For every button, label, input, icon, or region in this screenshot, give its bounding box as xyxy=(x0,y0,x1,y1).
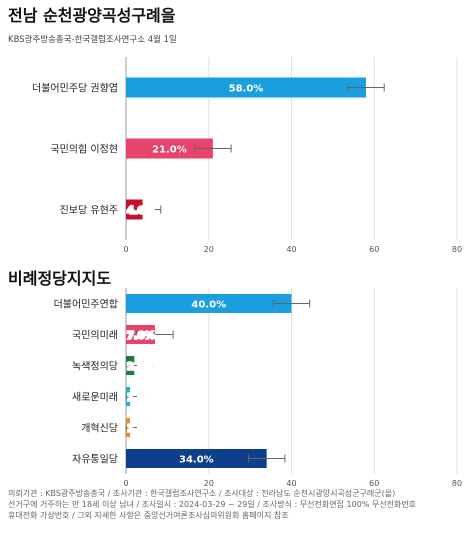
chart-2-bar-0 xyxy=(126,294,292,313)
chart-2-value-label-3: 1.0% xyxy=(127,393,155,404)
chart-2-category-label-0: 더불어민주연합 xyxy=(54,299,118,311)
chart-1-category-label-0: 더불어민주당 권향엽 xyxy=(32,83,118,95)
chart-1-x-tick-20: 20 xyxy=(204,245,214,254)
chart-1-x-tick-40: 40 xyxy=(286,245,296,254)
chart-2-x-tick-0: 0 xyxy=(123,479,128,488)
chart-1-category-label-1: 국민의힘 이정현 xyxy=(50,144,118,156)
chart-2-value-label-4: 1.0% xyxy=(127,424,155,435)
footnote-line-3: 휴대전화 가상번호 / 그외 자세한 사항은 중앙선거여론조사심의위원회 홈페이… xyxy=(8,511,289,520)
chart-1-subtitle: KBS광주방송총국-한국갤럽조사연구소 4월 1일 xyxy=(8,35,177,45)
chart-2-category-label-5: 자유통일당 xyxy=(72,454,118,466)
chart-2-value-label-2: 2.0% xyxy=(127,362,155,373)
chart-1-value-label-2: 4.0% xyxy=(127,206,155,217)
chart-1-value-label-1: 21.0% xyxy=(152,145,187,156)
chart-2-title: 비례정당지지도 xyxy=(8,269,112,288)
chart-1-x-tick-0: 0 xyxy=(123,245,128,254)
chart-2-x-tick-80: 80 xyxy=(452,479,462,488)
chart-2-value-label-5: 34.0% xyxy=(179,455,214,466)
chart-1-category-label-2: 진보당 유현주 xyxy=(60,205,118,217)
chart-1-x-tick-80: 80 xyxy=(452,245,462,254)
chart-2-x-tick-20: 20 xyxy=(204,479,214,488)
chart-1-value-label-0: 58.0% xyxy=(229,84,264,95)
chart-1-title: 전남 순천광양곡성구례을 xyxy=(8,6,176,25)
footnote-line-2: 선거구에 거주하는 만 18세 이상 남녀 / 조사일시 : 2024-03-2… xyxy=(8,500,417,509)
footnote-line-1: 의뢰기관 : KBS광주방송총국 / 조사기관 : 한국갤럽조사연구소 / 조사… xyxy=(8,489,396,498)
chart-2-category-label-2: 녹색정의당 xyxy=(72,361,118,373)
chart-2-category-label-4: 개혁신당 xyxy=(81,423,118,435)
chart-2-bar-5 xyxy=(126,449,267,468)
chart-2-x-tick-40: 40 xyxy=(286,479,296,488)
chart-2-x-tick-60: 60 xyxy=(369,479,379,488)
chart-1-x-tick-60: 60 xyxy=(369,245,379,254)
chart-2-value-label-0: 40.0% xyxy=(191,300,226,311)
survey-footnote: 의뢰기관 : KBS광주방송총국 / 조사기관 : 한국갤럽조사연구소 / 조사… xyxy=(8,488,468,521)
chart-1-bar-0 xyxy=(126,77,366,98)
chart-2-category-label-3: 새로운미래 xyxy=(72,392,118,404)
chart-2-category-label-1: 국민의미래 xyxy=(72,330,118,342)
chart-1-bar-1 xyxy=(126,138,213,159)
chart-2-value-label-1: 7.0% xyxy=(127,331,155,342)
